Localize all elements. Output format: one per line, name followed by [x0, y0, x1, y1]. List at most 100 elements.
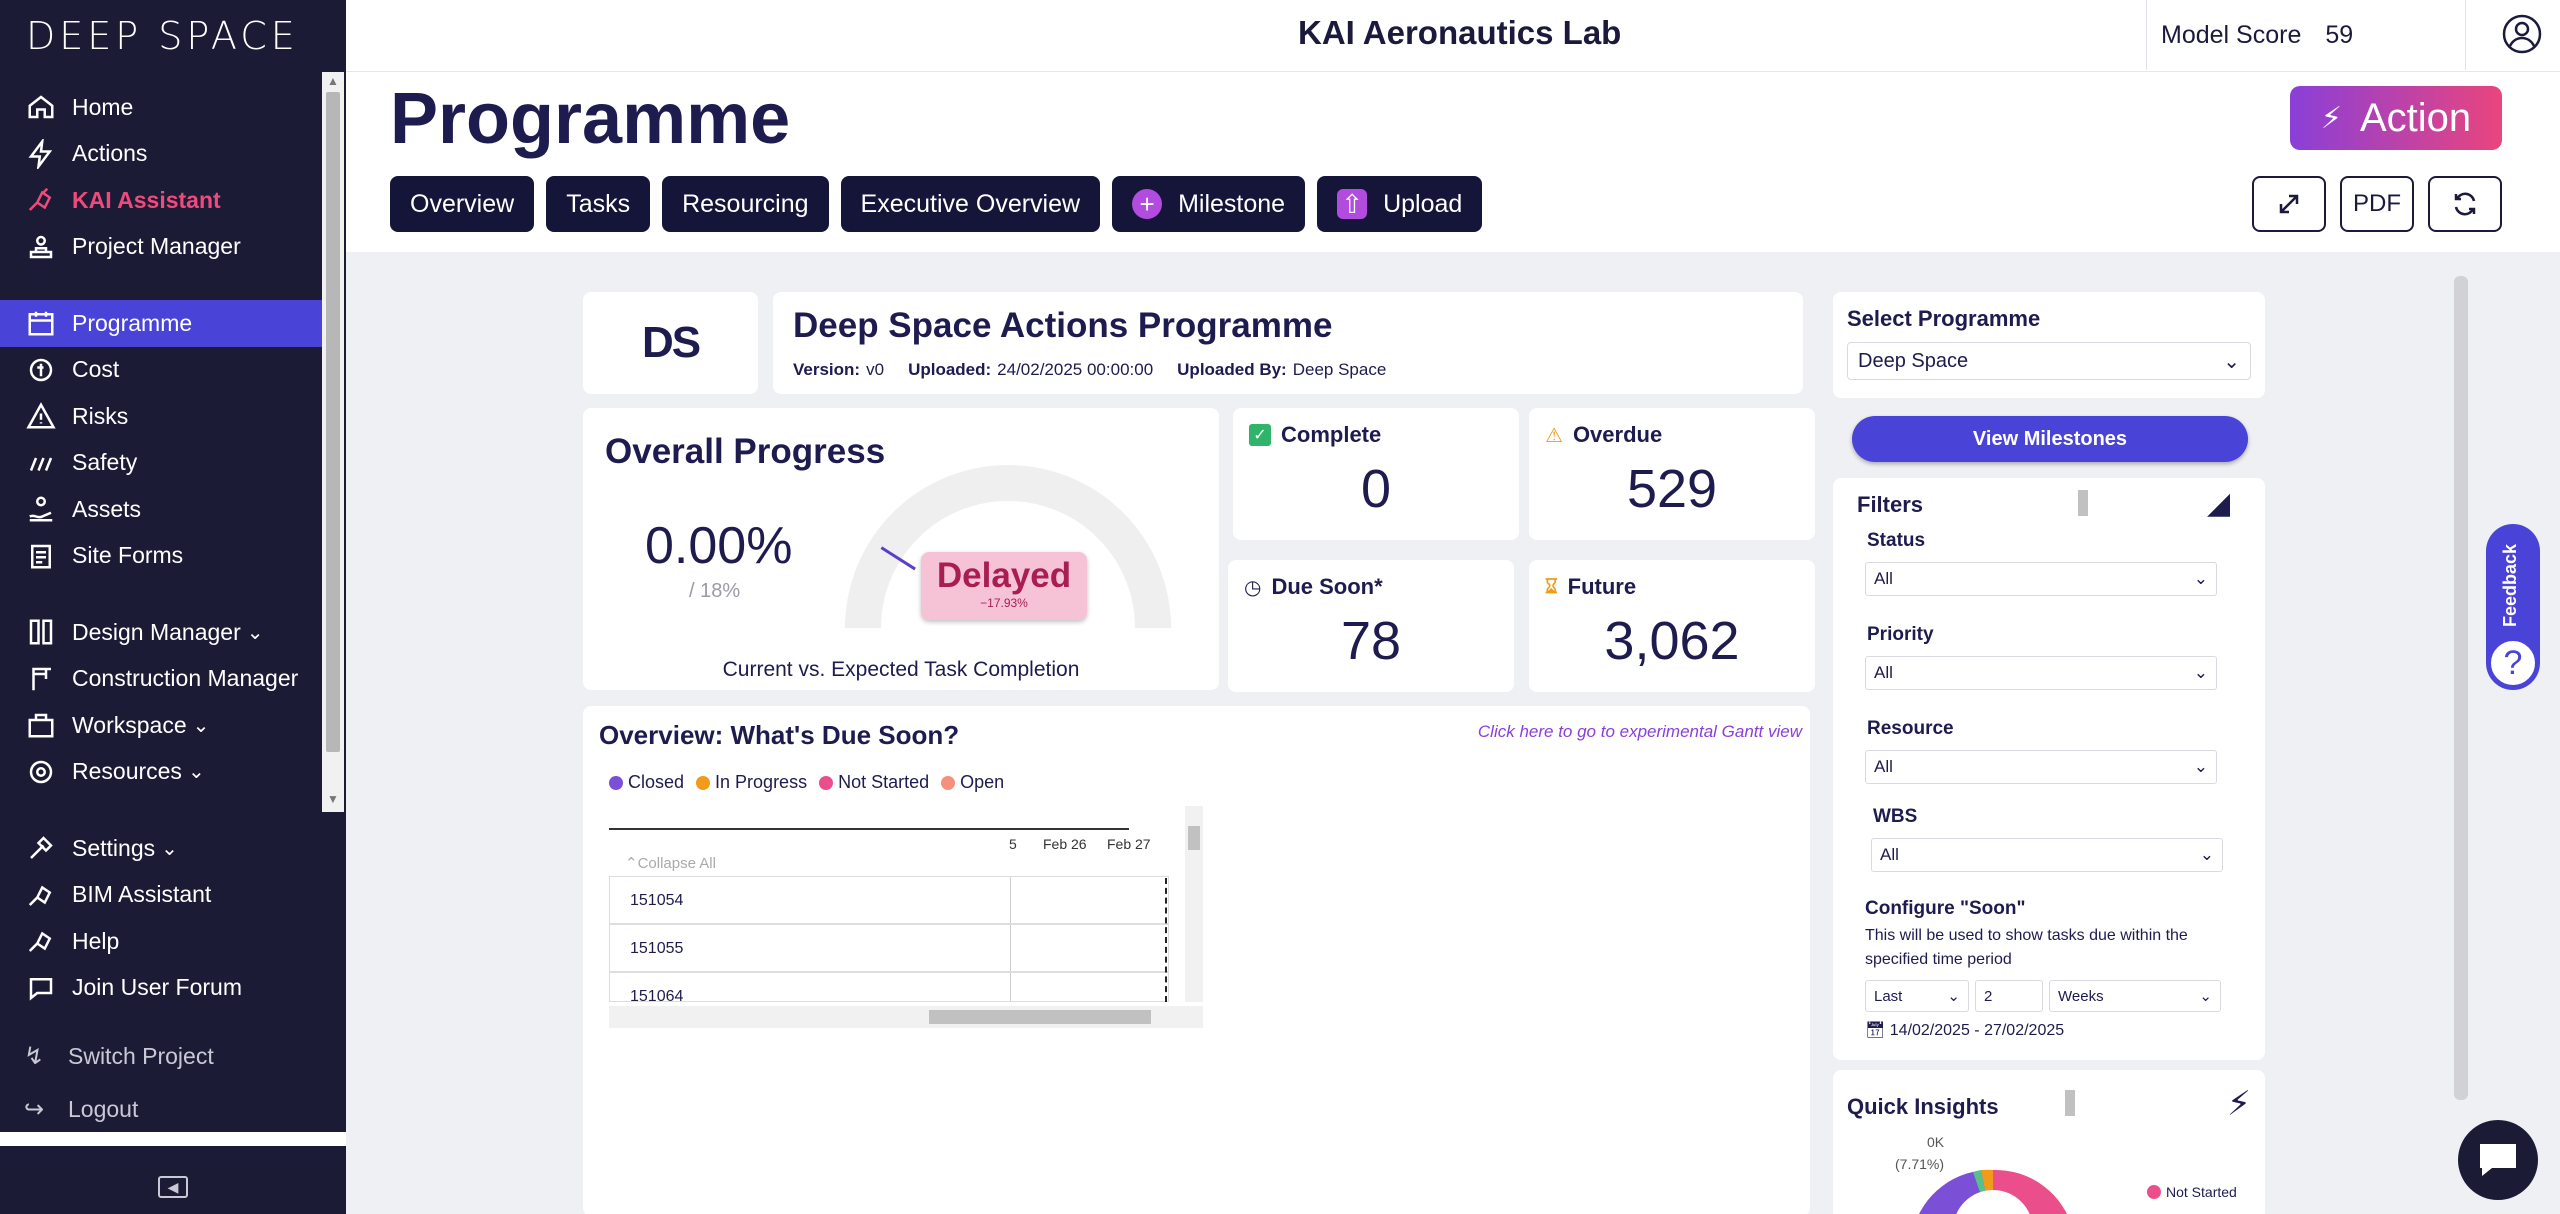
view-milestones-button[interactable]: View Milestones — [1852, 416, 2248, 462]
feedback-tab[interactable]: Feedback ? — [2486, 524, 2540, 690]
milestone-button[interactable]: + Milestone — [1112, 176, 1306, 232]
sidebar-item-risks[interactable]: Risks — [0, 393, 322, 440]
collapse-sidebar-icon[interactable]: ◀ — [158, 1176, 188, 1198]
overdue-value: 529 — [1626, 459, 1718, 519]
complete-stat-card[interactable]: ✓ Complete 0 — [1233, 408, 1519, 540]
sidebar-item-actions[interactable]: Actions — [0, 131, 322, 178]
app-logo[interactable]: DEEP SPACE — [26, 14, 299, 58]
priority-filter-select[interactable]: All ⌄ — [1865, 656, 2217, 690]
chevron-down-icon: ⌄ — [2199, 988, 2212, 1005]
sidebar-item-settings[interactable]: Settings ⌄ — [0, 825, 322, 872]
sidebar-item-design-manager[interactable]: Design Manager ⌄ — [0, 609, 322, 656]
table-row[interactable]: 151054 — [609, 876, 1169, 924]
sidebar-item-label: Design Manager — [72, 618, 241, 645]
refresh-button[interactable] — [2428, 176, 2502, 232]
logout-button[interactable]: ↪ Logout — [0, 1083, 346, 1136]
drag-handle[interactable] — [2065, 1090, 2075, 1116]
gantt-horizontal-scroll-thumb[interactable] — [929, 1010, 1151, 1024]
sidebar-scroll-thumb[interactable] — [326, 92, 340, 752]
workspace-icon — [24, 710, 58, 740]
sidebar-item-programme[interactable]: Programme — [0, 300, 322, 347]
overdue-stat-card[interactable]: ⚠ Overdue 529 — [1529, 408, 1815, 540]
programme-select[interactable]: Deep Space ⌄ — [1847, 342, 2251, 380]
expand-button[interactable] — [2252, 176, 2326, 232]
forms-icon — [24, 541, 58, 571]
chat-button[interactable] — [2458, 1120, 2538, 1200]
design-icon — [24, 617, 58, 647]
soon-mode-select[interactable]: Last ⌄ — [1865, 980, 1969, 1012]
refresh-icon — [2454, 192, 2476, 216]
legend-dot — [819, 775, 834, 790]
scroll-up-arrow-icon[interactable]: ▲ — [327, 74, 339, 88]
wbs-filter-value: All — [1880, 845, 1899, 864]
table-row[interactable]: 151055 — [609, 924, 1169, 972]
sidebar-item-cost[interactable]: Cost — [0, 347, 322, 394]
gantt-tick-label: Feb 26 — [1043, 836, 1087, 852]
status-filter-select[interactable]: All ⌄ — [1865, 562, 2217, 596]
sidebar-item-construction-manager[interactable]: Construction Manager — [0, 656, 322, 703]
gantt-view-link[interactable]: Click here to go to experimental Gantt v… — [1477, 722, 1802, 741]
sidebar-item-project-manager[interactable]: Project Manager — [0, 224, 322, 271]
wbs-filter-select[interactable]: All ⌄ — [1871, 838, 2223, 872]
model-score[interactable]: Model Score 59 — [2146, 0, 2466, 70]
drag-handle[interactable] — [2078, 490, 2088, 516]
priority-filter-label: Priority — [1867, 624, 1934, 645]
pdf-button[interactable]: PDF — [2340, 176, 2414, 232]
tab-resourcing[interactable]: Resourcing — [662, 176, 829, 232]
bolt-icon[interactable]: ⚡︎ — [2227, 1085, 2251, 1123]
legend-item-not-started[interactable]: Not Started — [819, 772, 929, 793]
resource-filter-select[interactable]: All ⌄ — [1865, 750, 2217, 784]
status-label: Delayed — [936, 556, 1072, 595]
chevron-down-icon: ⌄ — [2223, 350, 2240, 373]
page-scrollbar[interactable] — [2454, 276, 2468, 1100]
configure-soon-title: Configure "Soon" — [1865, 898, 2026, 919]
scroll-down-arrow-icon[interactable]: ▼ — [327, 792, 339, 806]
gantt-vertical-scrollbar[interactable] — [1185, 806, 1203, 1002]
upload-button[interactable]: ⇧ Upload — [1317, 176, 1483, 232]
tab-executive-overview[interactable]: Executive Overview — [840, 176, 1101, 232]
logout-icon: ↪ — [24, 1096, 45, 1123]
tab-overview[interactable]: Overview — [390, 176, 535, 232]
clear-filter-icon[interactable]: ◢ — [2207, 487, 2231, 520]
resource-filter-label: Resource — [1867, 718, 1954, 739]
uploaded-value: 24/02/2025 00:00:00 — [997, 360, 1154, 379]
collapse-all-button[interactable]: ⌃Collapse All — [625, 855, 716, 872]
sidebar-item-bim-assistant[interactable]: BIM Assistant — [0, 872, 322, 919]
bolt-icon — [24, 138, 58, 169]
sidebar-item-label: Risks — [72, 402, 129, 429]
sidebar-item-assets[interactable]: Assets — [0, 486, 322, 533]
switch-project-label: Switch Project — [68, 1043, 214, 1069]
sidebar-item-kai-assistant[interactable]: KAI Assistant — [0, 177, 322, 224]
sidebar-item-help[interactable]: Help — [0, 918, 322, 965]
sidebar-item-home[interactable]: Home — [0, 84, 322, 131]
sidebar-item-join-user-forum[interactable]: Join User Forum — [0, 965, 322, 1012]
table-row[interactable]: 151064 — [609, 972, 1169, 1002]
wbs-filter-label: WBS — [1873, 806, 1918, 827]
sidebar-item-label: Assets — [72, 495, 142, 522]
sidebar-item-site-forms[interactable]: Site Forms — [0, 533, 322, 580]
soon-count-input[interactable]: 2 — [1975, 980, 2043, 1012]
legend-item-open[interactable]: Open — [941, 772, 1004, 793]
due-soon-stat-card[interactable]: ◷ Due Soon* 78 — [1228, 560, 1514, 692]
future-stat-card[interactable]: ⌛︎ Future 3,062 — [1529, 560, 1815, 692]
help-question-icon[interactable]: ? — [2488, 638, 2538, 688]
legend-item-closed[interactable]: Closed — [609, 772, 684, 793]
expand-icon — [2279, 194, 2299, 214]
programme-info: Deep Space Actions Programme Version: v0 … — [773, 292, 1803, 394]
action-button[interactable]: ⚡︎ Action — [2290, 86, 2502, 150]
settings-icon — [24, 833, 58, 863]
gantt-legend: Closed In Progress Not Started Open — [609, 772, 1004, 793]
gantt-vertical-scroll-thumb[interactable] — [1188, 826, 1200, 850]
sidebar-item-safety[interactable]: Safety — [0, 440, 322, 487]
chevron-down-icon: ⌄ — [2193, 663, 2208, 682]
switch-project-button[interactable]: ↯ Switch Project — [0, 1030, 346, 1083]
calendar-icon — [24, 308, 58, 338]
sidebar-item-workspace[interactable]: Workspace ⌄ — [0, 702, 322, 749]
insights-legend-item[interactable]: Not Started — [2147, 1184, 2237, 1200]
tab-tasks[interactable]: Tasks — [546, 176, 651, 232]
soon-unit-select[interactable]: Weeks ⌄ — [2049, 980, 2221, 1012]
resources-icon — [24, 757, 58, 787]
legend-item-in-progress[interactable]: In Progress — [696, 772, 807, 793]
sidebar-item-resources[interactable]: Resources ⌄ — [0, 749, 322, 796]
user-account-icon[interactable] — [2502, 14, 2542, 54]
